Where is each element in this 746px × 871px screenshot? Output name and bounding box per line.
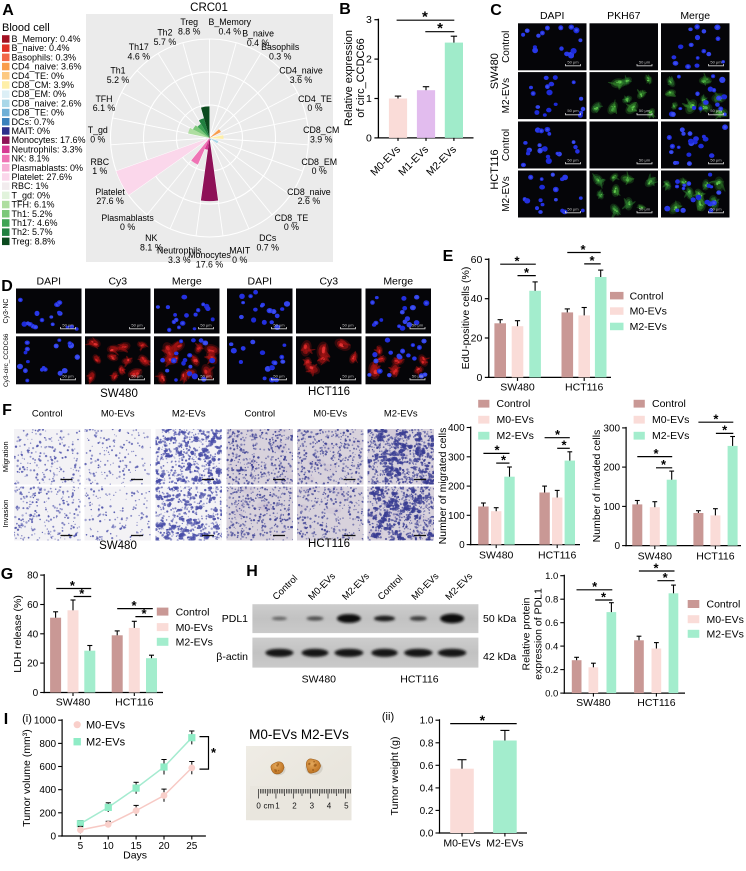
svg-text:Control: Control — [630, 290, 664, 302]
svg-text:EdU-positive cells (%): EdU-positive cells (%) — [460, 267, 472, 370]
svg-text:CRC01: CRC01 — [190, 2, 228, 14]
svg-text:M2-EVs: M2-EVs — [630, 321, 667, 333]
svg-text:E: E — [443, 248, 454, 265]
svg-text:*: * — [422, 9, 428, 26]
svg-text:M2-EVs: M2-EVs — [501, 78, 512, 114]
svg-text:Control: Control — [32, 409, 63, 420]
svg-text:50 μm: 50 μm — [273, 373, 285, 378]
svg-text:M0-EVs: M0-EVs — [101, 409, 135, 420]
svg-text:0.7 %: 0.7 % — [256, 242, 279, 252]
svg-text:0 %: 0 % — [307, 103, 322, 113]
svg-text:50 μm: 50 μm — [62, 323, 74, 328]
svg-text:50 μm: 50 μm — [710, 158, 722, 163]
svg-text:60: 60 — [471, 254, 483, 266]
svg-text:40: 40 — [471, 293, 483, 305]
svg-text:8.1 %: 8.1 % — [140, 242, 163, 252]
svg-text:M0-EVs: M0-EVs — [313, 409, 347, 420]
svg-text:0 %: 0 % — [90, 134, 105, 144]
svg-text:50 μm: 50 μm — [131, 373, 143, 378]
svg-text:4.6 %: 4.6 % — [128, 52, 151, 62]
svg-text:F: F — [2, 402, 12, 419]
svg-text:50 μm: 50 μm — [567, 207, 579, 212]
svg-text:Merge: Merge — [172, 276, 202, 288]
svg-text:3.3 %: 3.3 % — [168, 255, 191, 265]
svg-text:50 μm: 50 μm — [131, 323, 143, 328]
svg-text:Control: Control — [501, 31, 512, 63]
svg-text:50 μm: 50 μm — [342, 323, 354, 328]
svg-text:0 %: 0 % — [232, 255, 247, 265]
svg-text:17.6 %: 17.6 % — [196, 259, 224, 269]
svg-text:3.6 %: 3.6 % — [290, 75, 313, 85]
svg-text:Merge: Merge — [680, 10, 710, 22]
svg-text:50 μm: 50 μm — [710, 207, 722, 212]
svg-text:Cy3: Cy3 — [319, 276, 338, 288]
svg-text:50 μm: 50 μm — [62, 373, 74, 378]
svg-text:M0-EVs: M0-EVs — [630, 306, 667, 318]
svg-text:C: C — [490, 2, 502, 19]
svg-text:SW480: SW480 — [500, 382, 535, 394]
svg-text:Blood cell: Blood cell — [2, 22, 50, 34]
svg-text:8.8 %: 8.8 % — [178, 26, 201, 36]
svg-text:50 μm: 50 μm — [710, 108, 722, 113]
svg-text:20: 20 — [471, 333, 483, 345]
svg-text:0 %: 0 % — [312, 166, 327, 176]
svg-text:0: 0 — [366, 132, 372, 144]
svg-text:HCT116: HCT116 — [565, 382, 603, 394]
svg-text:D: D — [1, 278, 13, 295]
svg-text:SW480: SW480 — [489, 53, 501, 89]
svg-text:50 μm: 50 μm — [567, 59, 579, 64]
svg-text:5.7 %: 5.7 % — [154, 37, 177, 47]
svg-text:M2-EVs: M2-EVs — [384, 409, 418, 420]
svg-text:of circ_CCDC66: of circ_CCDC66 — [355, 38, 367, 117]
svg-text:50 μm: 50 μm — [639, 108, 651, 113]
svg-text:Merge: Merge — [383, 276, 413, 288]
svg-text:0.4 %: 0.4 % — [219, 26, 242, 36]
svg-text:B: B — [339, 1, 351, 18]
svg-text:PKH67: PKH67 — [607, 10, 640, 22]
svg-text:50 μm: 50 μm — [639, 59, 651, 64]
svg-text:6.1 %: 6.1 % — [93, 103, 116, 113]
svg-text:M2-EVs: M2-EVs — [501, 176, 512, 212]
svg-text:50 μm: 50 μm — [710, 59, 722, 64]
svg-text:DAPI: DAPI — [540, 10, 565, 22]
svg-text:Cy3-circ_CCDC66: Cy3-circ_CCDC66 — [3, 333, 10, 387]
svg-text:*: * — [437, 20, 443, 37]
svg-text:50 μm: 50 μm — [200, 373, 212, 378]
svg-text:A: A — [2, 2, 14, 19]
svg-text:50 μm: 50 μm — [412, 323, 424, 328]
svg-text:Cy3-NC: Cy3-NC — [3, 299, 10, 324]
svg-text:50 μm: 50 μm — [639, 158, 651, 163]
svg-text:0 %: 0 % — [284, 222, 299, 232]
svg-text:HCT116: HCT116 — [308, 386, 350, 398]
svg-text:5.2 %: 5.2 % — [107, 75, 130, 85]
svg-text:Control: Control — [501, 129, 512, 161]
svg-text:2.6 %: 2.6 % — [298, 196, 321, 206]
svg-text:DAPI: DAPI — [248, 276, 273, 288]
svg-text:50 μm: 50 μm — [412, 373, 424, 378]
svg-text:Cy3: Cy3 — [108, 276, 127, 288]
svg-text:M2-EVs: M2-EVs — [172, 409, 206, 420]
svg-text:50 μm: 50 μm — [567, 158, 579, 163]
svg-text:27.6 %: 27.6 % — [96, 196, 124, 206]
svg-text:0: 0 — [476, 372, 482, 384]
svg-text:Control: Control — [244, 409, 275, 420]
svg-text:3: 3 — [366, 14, 372, 26]
svg-text:50 μm: 50 μm — [200, 323, 212, 328]
svg-text:Relative expression: Relative expression — [343, 30, 355, 126]
svg-text:50 μm: 50 μm — [342, 373, 354, 378]
svg-text:50 μm: 50 μm — [273, 323, 285, 328]
svg-text:1 %: 1 % — [92, 166, 107, 176]
svg-text:SW480: SW480 — [100, 388, 138, 400]
svg-text:50 μm: 50 μm — [567, 108, 579, 113]
svg-text:HCT116: HCT116 — [489, 149, 501, 189]
svg-text:0 %: 0 % — [120, 222, 135, 232]
svg-text:50 μm: 50 μm — [639, 207, 651, 212]
svg-text:3.9 %: 3.9 % — [310, 134, 333, 144]
svg-text:0.3 %: 0.3 % — [269, 52, 292, 62]
svg-text:Treg: 8.8%: Treg: 8.8% — [12, 236, 56, 246]
svg-text:DAPI: DAPI — [37, 276, 62, 288]
